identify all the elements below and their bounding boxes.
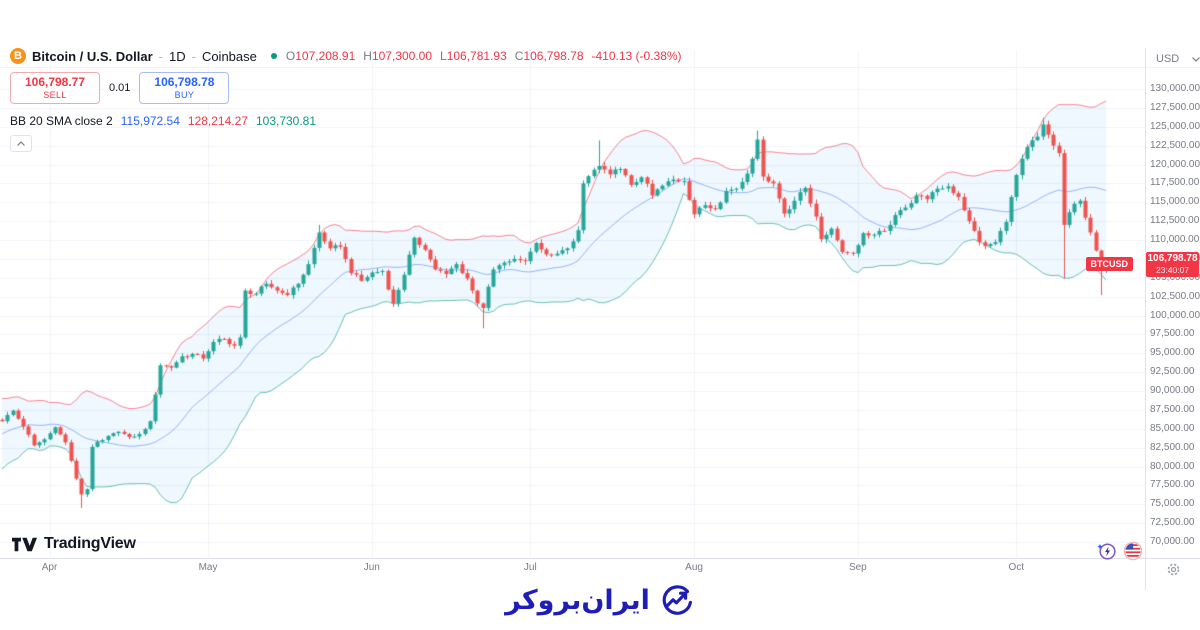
price-axis-label: 105,000.00 — [1150, 271, 1200, 283]
gear-icon — [1167, 563, 1180, 576]
price-axis-label: 92,500.00 — [1150, 366, 1195, 378]
indicator-legend[interactable]: BB 20 SMA close 2 115,972.54 128,214.27 … — [10, 114, 682, 128]
currency-label: USD — [1156, 53, 1180, 65]
time-axis-label: Oct — [1008, 562, 1025, 573]
price-axis-label: 102,500.00 — [1150, 290, 1200, 302]
bar-countdown: 23:40:07 — [1155, 265, 1190, 276]
ohlc-values: O107,208.91 H107,300.00 L106,781.93 C106… — [285, 49, 682, 63]
sell-button[interactable]: 106,798.77 SELL — [10, 72, 100, 104]
price-axis-label: 80,000.00 — [1150, 460, 1195, 472]
price-axis-label: 70,000.00 — [1150, 536, 1195, 547]
price-axis-label: 85,000.00 — [1150, 422, 1195, 434]
time-axis-label: May — [198, 562, 218, 573]
price-axis-label: 97,500.00 — [1150, 328, 1195, 340]
price-axis-label: 90,000.00 — [1150, 385, 1195, 396]
price-axis-label: 77,500.00 — [1150, 479, 1195, 491]
bb-basis-value: 115,972.54 — [120, 114, 180, 128]
timeframe-label[interactable]: 1D — [168, 48, 186, 64]
symbol-price-tag: BTCUSD — [1085, 257, 1133, 272]
price-axis-separator — [1145, 48, 1146, 590]
instant-trading-lightning-icon[interactable] — [1096, 541, 1116, 561]
chevron-up-icon — [17, 141, 25, 146]
indicator-name: BB 20 SMA close 2 — [10, 114, 113, 128]
price-axis-label: 75,000.00 — [1150, 498, 1195, 510]
spread-value: 0.01 — [109, 82, 131, 94]
chart-legend: B Bitcoin / U.S. Dollar - 1D - Coinbase … — [10, 48, 682, 152]
tradingview-logo[interactable]: TradingView — [12, 535, 136, 553]
tradingview-mark-icon — [12, 537, 37, 551]
current-price-tag: 106,798.78 23:40:07 — [1146, 252, 1199, 278]
price-axis-label: 120,000.00 — [1150, 158, 1200, 170]
time-axis-label: Sep — [848, 562, 867, 573]
price-axis-label: 130,000.00 — [1150, 83, 1200, 94]
price-axis-label: 100,000.00 — [1150, 309, 1200, 321]
currency-dropdown[interactable]: USD — [1156, 53, 1200, 65]
price-axis-label: 117,500.00 — [1150, 177, 1200, 189]
tradingview-label: TradingView — [44, 535, 136, 552]
buy-button[interactable]: 106,798.78 BUY — [139, 72, 230, 104]
time-axis-separator — [0, 558, 1200, 559]
price-axis-label: 122,500.00 — [1150, 139, 1200, 151]
bb-lower-value: 103,730.81 — [255, 114, 317, 128]
price-axis-label: 95,000.00 — [1150, 347, 1195, 359]
iranbroker-wordmark: ایران‌بروکر — [505, 585, 650, 616]
price-axis-label: 87,500.00 — [1150, 403, 1195, 415]
axis-settings-button[interactable] — [1166, 562, 1181, 582]
market-status-icon — [270, 53, 277, 59]
price-axis-label: 127,500.00 — [1150, 101, 1200, 113]
price-axis-label: 125,000.00 — [1150, 120, 1200, 132]
pane-divider — [0, 67, 1200, 68]
time-axis-label: Jun — [363, 562, 380, 573]
time-axis-label: Jul — [523, 562, 537, 573]
price-axis-label: 72,500.00 — [1150, 517, 1195, 529]
price-axis-label: 115,000.00 — [1150, 196, 1200, 208]
price-chart-canvas[interactable] — [0, 45, 1145, 558]
separator: - — [158, 48, 163, 64]
bitcoin-icon: B — [10, 48, 26, 64]
us-flag-icon[interactable] — [1123, 541, 1143, 561]
exchange-label[interactable]: Coinbase — [201, 48, 257, 64]
iranbroker-logo: ایران‌بروکر — [0, 583, 1200, 619]
separator: - — [191, 48, 196, 64]
time-axis-label: Aug — [685, 562, 703, 573]
change-value: -410.13 (-0.38%) — [591, 49, 682, 63]
symbol-title[interactable]: Bitcoin / U.S. Dollar — [32, 48, 153, 64]
legend-collapse-button[interactable] — [10, 135, 32, 152]
price-axis-label: 112,500.00 — [1150, 215, 1200, 227]
chevron-down-icon — [1192, 56, 1200, 62]
current-price-value: 106,798.78 — [1147, 253, 1198, 265]
iranbroker-mark-icon — [662, 585, 692, 615]
chart-corner-icons — [1096, 541, 1143, 561]
price-axis-label: 110,000.00 — [1150, 234, 1200, 245]
time-axis-label: Apr — [41, 562, 58, 573]
bb-upper-value: 128,214.27 — [187, 114, 248, 128]
price-axis-label: 82,500.00 — [1150, 441, 1195, 453]
